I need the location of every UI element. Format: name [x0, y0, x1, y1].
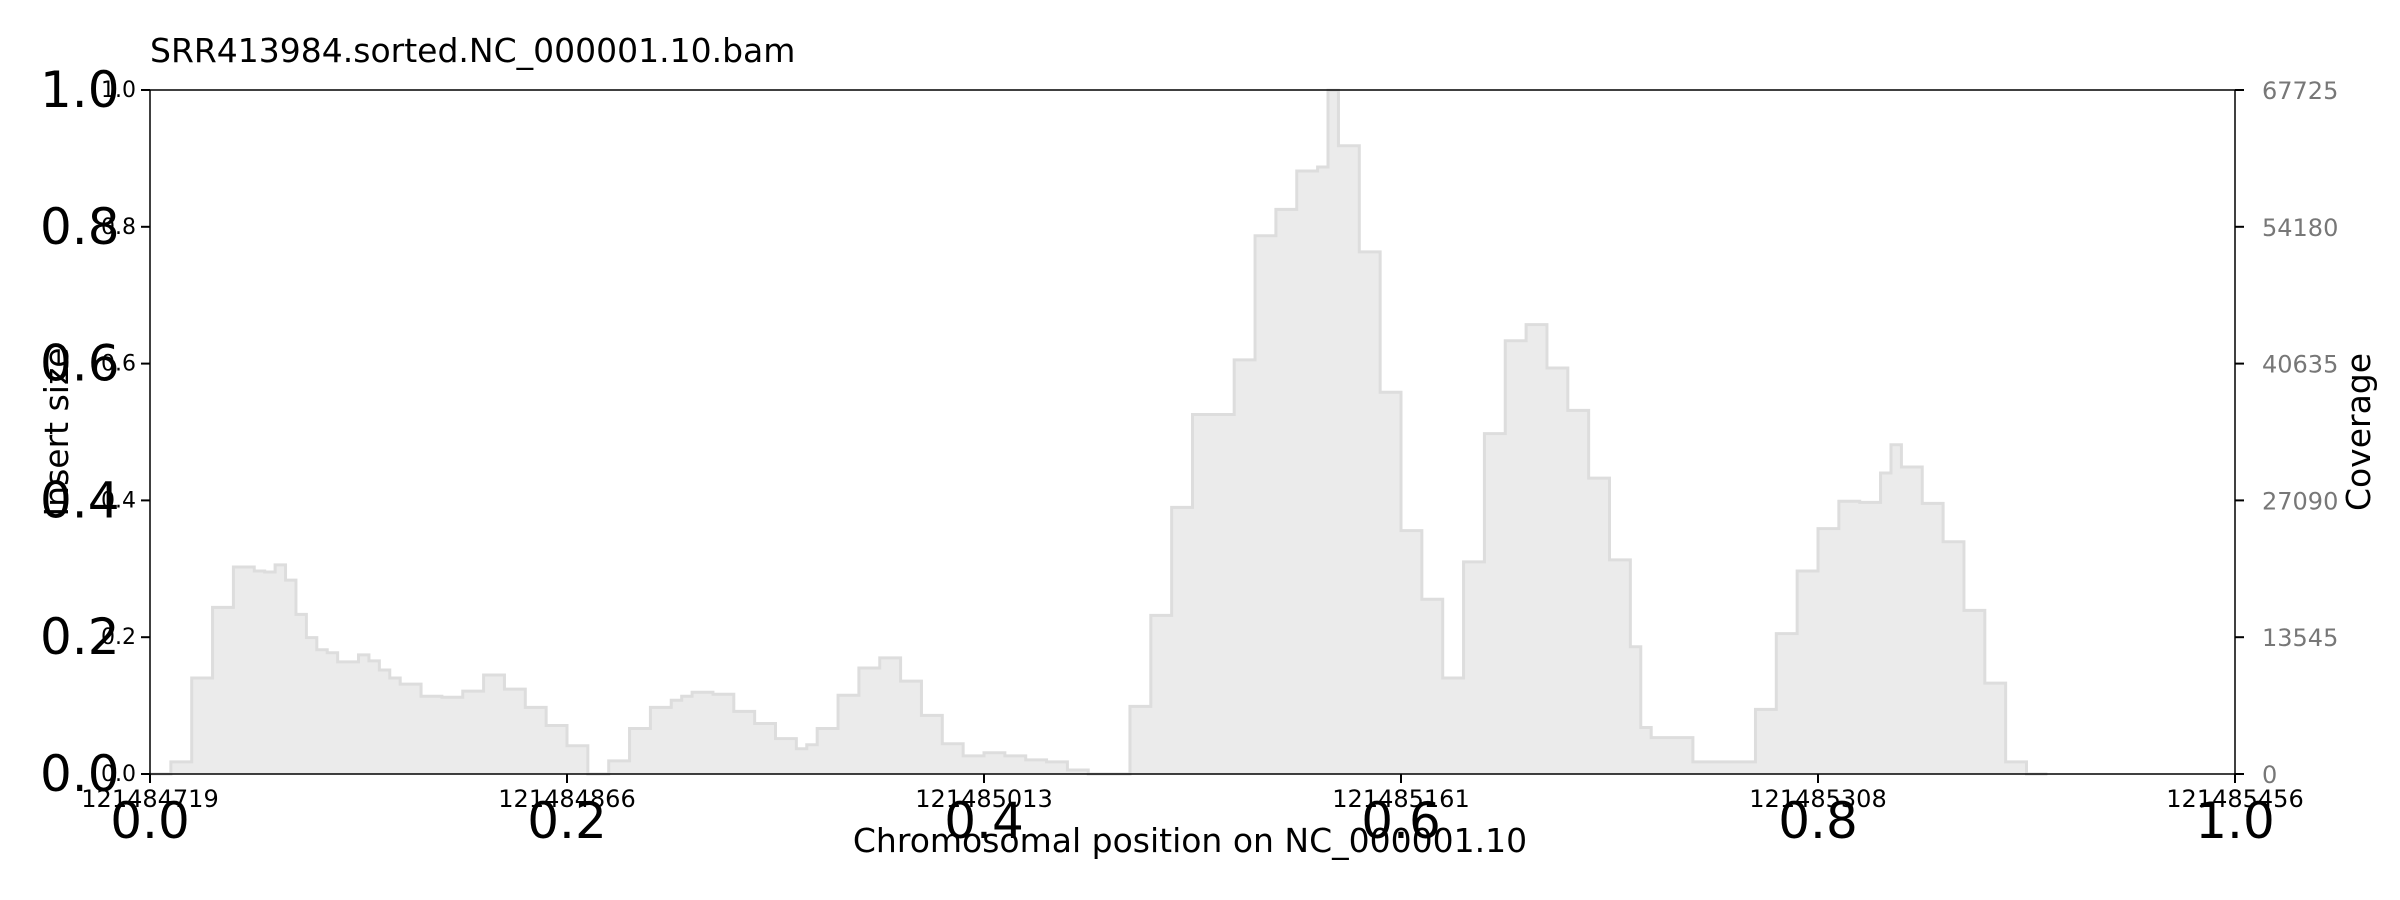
right-tick-label: 27090 [2262, 487, 2338, 515]
bottom-tick-label-large: 1.0 [2195, 792, 2275, 850]
x-axis-label: Chromosomal position on NC_000001.10 [853, 821, 1527, 860]
plot-frame [149, 89, 2236, 775]
right-tick-label: 13545 [2262, 624, 2338, 652]
chart-title: SRR413984.sorted.NC_000001.10.bam [150, 31, 795, 70]
bottom-tick-label-large: 0.6 [1361, 792, 1441, 850]
position-tick-label: 121485456 [2166, 785, 2303, 813]
left-tick-label-small: 0.8 [101, 215, 136, 240]
position-tick-label: 121484719 [81, 785, 218, 813]
y-axis-label-right: Coverage [2339, 353, 2378, 511]
left-tick-label-large: 0.6 [40, 335, 120, 393]
left-tick-label-small: 0.4 [101, 488, 136, 513]
left-tick-label-large: 0.2 [40, 608, 120, 666]
plot-area [149, 88, 2236, 776]
left-tick-label-small: 1.0 [101, 78, 136, 103]
right-tick-label: 54180 [2262, 214, 2338, 242]
left-tick-label-large: 0.8 [40, 198, 120, 256]
bottom-tick-label-large: 0.4 [944, 792, 1024, 850]
position-tick-label: 121485013 [915, 785, 1052, 813]
right-tick-label: 67725 [2262, 77, 2338, 105]
position-tick-label: 121484866 [498, 785, 635, 813]
left-tick-label-large: 0.0 [40, 745, 120, 803]
left-tick-label-small: 0.0 [101, 762, 136, 787]
right-tick-label: 0 [2262, 761, 2277, 789]
position-tick-label: 121485161 [1332, 785, 1469, 813]
bottom-tick-label-large: 0.0 [110, 792, 190, 850]
left-axis-ticks: 0.00.0 0.20.2 0.40.4 0.60.6 0.80.8 1.01.0 [40, 61, 150, 803]
bottom-tick-label-large: 0.8 [1778, 792, 1858, 850]
right-tick-label: 40635 [2262, 351, 2338, 379]
left-tick-label-large: 0.4 [40, 471, 120, 529]
right-axis-ticks: 0 13545 27090 40635 54180 67725 [2235, 77, 2338, 789]
left-tick-label-small: 0.6 [101, 352, 136, 377]
coverage-area [150, 88, 2048, 776]
bottom-tick-label-large: 0.2 [527, 792, 607, 850]
left-tick-label-large: 1.0 [40, 61, 120, 119]
position-tick-label: 121485308 [1749, 785, 1886, 813]
left-tick-label-small: 0.2 [101, 625, 136, 650]
y-axis-label-left: Insert size [37, 347, 76, 516]
